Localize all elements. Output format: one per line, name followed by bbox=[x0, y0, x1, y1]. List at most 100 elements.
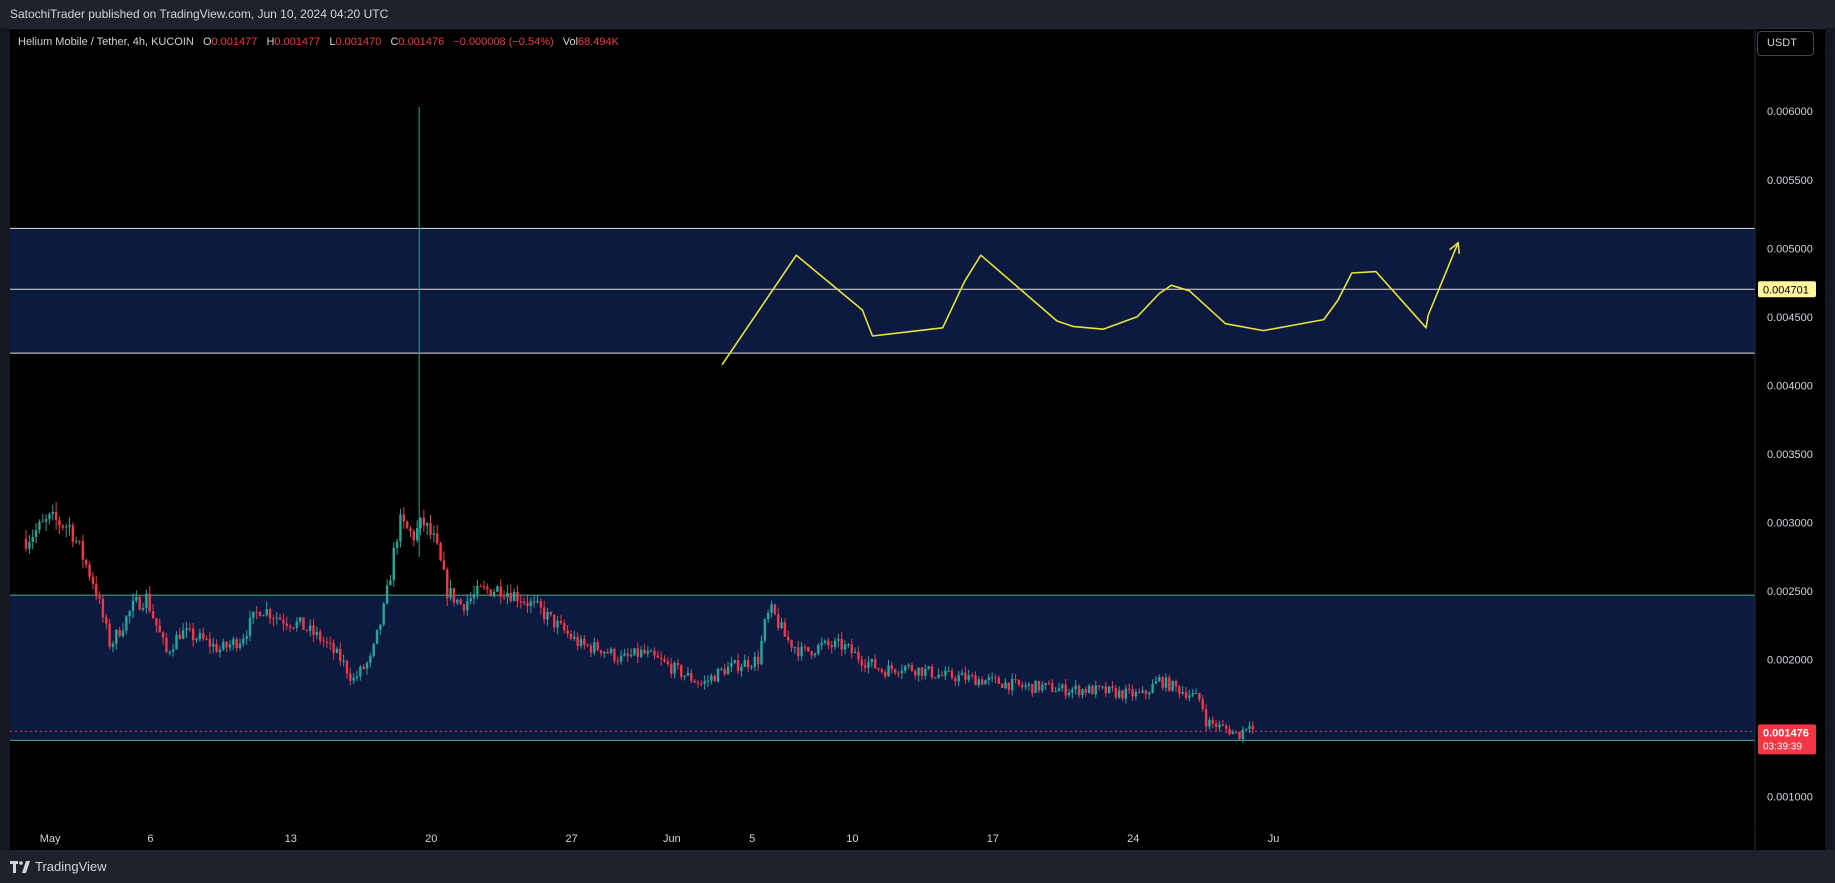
candle-body bbox=[653, 650, 656, 656]
high-value: 0.001477 bbox=[274, 36, 321, 48]
candle-body bbox=[248, 617, 252, 636]
candle-body bbox=[960, 672, 964, 676]
candle-body bbox=[1144, 690, 1148, 695]
candle-body bbox=[185, 628, 188, 631]
candle-body bbox=[1245, 728, 1248, 730]
candle-body bbox=[910, 664, 914, 671]
tradingview-logo[interactable]: TradingView bbox=[10, 859, 107, 874]
candle-body bbox=[61, 525, 65, 528]
candle-body bbox=[64, 526, 68, 528]
candle-body bbox=[1228, 728, 1231, 735]
candle-body bbox=[522, 601, 526, 603]
candle-body bbox=[573, 636, 576, 639]
candle-body bbox=[98, 596, 101, 599]
candle-body bbox=[1014, 678, 1017, 680]
candle-body bbox=[1091, 685, 1094, 695]
candle-body bbox=[195, 639, 198, 641]
candle-body bbox=[1097, 685, 1101, 687]
candle-body bbox=[1178, 686, 1181, 694]
top-bar: SatochiTrader published on TradingView.c… bbox=[0, 0, 1835, 28]
price-chart[interactable]: 0.006000 0.005500 0.005000 0.004500 0.004000… bbox=[10, 29, 1825, 851]
candle-body bbox=[138, 596, 141, 610]
candle-body bbox=[258, 612, 262, 617]
candle-body bbox=[894, 669, 897, 673]
candle-body bbox=[1238, 731, 1241, 739]
candle-body bbox=[399, 514, 402, 542]
projection-path[interactable] bbox=[721, 242, 1459, 366]
candle-body bbox=[803, 646, 807, 648]
level-label-box bbox=[1758, 281, 1816, 298]
candle-body bbox=[586, 644, 589, 646]
candle-body bbox=[623, 653, 626, 656]
candle-body bbox=[843, 644, 847, 650]
candle-body bbox=[649, 650, 653, 652]
candle-body bbox=[409, 528, 412, 532]
candle-body bbox=[168, 651, 171, 653]
candle-body bbox=[900, 670, 904, 674]
open-label: O bbox=[202, 36, 212, 48]
candle-body bbox=[676, 662, 680, 666]
candle-body bbox=[526, 602, 529, 607]
candle-body bbox=[847, 644, 850, 646]
candle-body bbox=[927, 666, 930, 669]
candle-body bbox=[145, 593, 148, 609]
projection-arrowhead bbox=[1449, 241, 1461, 254]
candle-body bbox=[763, 619, 767, 641]
candle-body bbox=[282, 619, 285, 624]
x-tick-label: 10 bbox=[846, 833, 858, 845]
candle-body bbox=[496, 586, 499, 592]
candle-body bbox=[88, 564, 91, 577]
candle-body bbox=[1051, 683, 1054, 692]
candle-body bbox=[305, 629, 309, 631]
candle-body bbox=[268, 609, 272, 619]
candle-body bbox=[1054, 691, 1057, 693]
close-value: 0.001476 bbox=[398, 36, 445, 48]
candle-body bbox=[161, 632, 165, 638]
candle-body bbox=[944, 670, 947, 676]
low-label: L bbox=[329, 36, 336, 48]
candle-body bbox=[379, 624, 382, 630]
candle-body bbox=[44, 519, 48, 522]
candle-body bbox=[569, 633, 573, 639]
candle-body bbox=[1047, 682, 1051, 684]
candle-body bbox=[613, 648, 616, 661]
candle-body bbox=[957, 675, 960, 682]
candle-body bbox=[285, 623, 288, 626]
candle-body bbox=[135, 596, 138, 601]
candle-body bbox=[853, 651, 857, 654]
candle-body bbox=[272, 618, 275, 620]
candle-body bbox=[559, 620, 563, 624]
candle-body bbox=[1211, 719, 1214, 724]
candle-body bbox=[178, 634, 182, 639]
chart-area[interactable]: 0.006000 0.005500 0.005000 0.004500 0.004000… bbox=[10, 28, 1825, 851]
candle-body bbox=[218, 649, 222, 653]
candle-body bbox=[606, 651, 609, 654]
candle-body bbox=[1194, 692, 1198, 694]
candle-body bbox=[315, 631, 319, 635]
candle-body bbox=[452, 587, 456, 603]
currency-button[interactable]: USDT bbox=[1757, 31, 1814, 56]
candle-body bbox=[870, 659, 874, 663]
candle-body bbox=[1111, 686, 1114, 688]
candle-body bbox=[536, 601, 539, 603]
candle-body bbox=[673, 662, 676, 674]
candle-body bbox=[332, 643, 335, 653]
volume-label: Vol bbox=[562, 36, 579, 48]
candle-body bbox=[245, 635, 248, 639]
candle-body bbox=[91, 576, 95, 584]
candle-body bbox=[1141, 690, 1144, 693]
candle-body bbox=[198, 633, 202, 640]
candle-body bbox=[1221, 724, 1225, 726]
candle-body bbox=[619, 655, 623, 662]
candle-body bbox=[1094, 685, 1097, 695]
candle-body bbox=[232, 639, 235, 645]
candle-body bbox=[1114, 687, 1118, 698]
candle-body bbox=[680, 665, 683, 677]
candle-body bbox=[275, 617, 278, 619]
candle-body bbox=[546, 611, 549, 620]
candle-body bbox=[1218, 724, 1221, 728]
candle-body bbox=[807, 646, 810, 652]
candle-body bbox=[877, 668, 880, 670]
candle-body bbox=[502, 596, 506, 598]
candle-body bbox=[442, 560, 446, 570]
